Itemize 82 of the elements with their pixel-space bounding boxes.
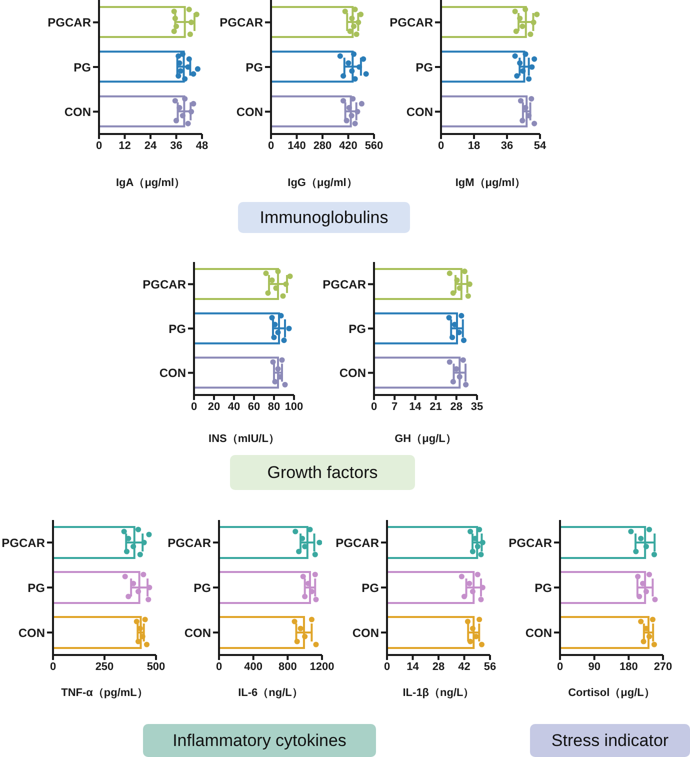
y-tick-label: PG — [194, 580, 211, 595]
y-tick-label: PG — [28, 580, 45, 595]
x-tick-label: 800 — [278, 660, 297, 673]
y-tick-label: PG — [348, 322, 366, 336]
x-tick-label: 400 — [244, 660, 263, 673]
x-tick-label: 280 — [313, 140, 332, 152]
x-tick-label: 180 — [619, 660, 638, 673]
x-tick-label: 270 — [654, 660, 672, 673]
y-tick-label: CON — [525, 626, 552, 640]
y-tick-label: PGCAR — [322, 277, 366, 292]
x-tick-label: 18 — [468, 140, 480, 152]
x-tick-label: 14 — [409, 400, 422, 413]
x-axis-title: IgG（μg/ml） — [286, 176, 358, 190]
x-tick-label: 0 — [370, 400, 378, 413]
x-tick-label: 0 — [50, 660, 56, 673]
x-tick-label: 48 — [196, 140, 208, 152]
y-tick-label: PGCAR — [220, 16, 264, 30]
text: Immunoglobulins — [238, 202, 410, 233]
y-tick-label: CON — [64, 104, 91, 119]
text: Growth factors — [230, 455, 415, 490]
x-tick-label: 0 — [268, 140, 274, 152]
y-tick-label: CON — [236, 104, 263, 119]
x-tick-label: 56 — [484, 660, 496, 673]
x-axis-title: IL-1β（ng/L） — [402, 686, 476, 700]
x-tick-label: 40 — [228, 400, 240, 413]
y-tick-label: CON — [184, 626, 211, 640]
x-tick-label: 560 — [364, 140, 384, 152]
y-tick-label: PGCAR — [168, 536, 212, 550]
x-tick-label: 12 — [118, 140, 131, 152]
y-tick-label: PGCAR — [142, 277, 186, 292]
y-tick-label: PG — [534, 580, 552, 595]
x-tick-label: 42 — [458, 660, 470, 673]
y-tick-label: PGCAR — [508, 536, 552, 550]
x-tick-label: 90 — [588, 660, 600, 673]
y-tick-label: PGCAR — [390, 16, 434, 30]
y-tick-label: PGCAR — [2, 536, 46, 550]
y-tick-label: PGCAR — [336, 536, 380, 550]
x-tick-label: 7 — [392, 400, 398, 413]
x-axis-title: INS（mIU/L） — [208, 432, 280, 446]
y-tick-label: CON — [406, 104, 433, 119]
y-tick-label: CON — [18, 626, 45, 640]
y-tick-label: PG — [74, 60, 91, 74]
text: Stress indicator — [530, 724, 690, 757]
x-tick-label: 28 — [450, 400, 463, 413]
x-tick-label: 80 — [268, 400, 280, 413]
x-tick-label: 0 — [190, 400, 198, 413]
x-axis-title: GH（μg/L） — [394, 432, 458, 446]
y-tick-label: PGCAR — [48, 16, 92, 30]
x-tick-label: 140 — [288, 140, 306, 152]
x-tick-label: 20 — [208, 400, 220, 413]
y-tick-label: CON — [352, 626, 379, 640]
x-tick-label: 0 — [556, 660, 564, 673]
x-tick-label: 14 — [406, 660, 420, 673]
x-tick-label: 500 — [146, 660, 166, 673]
x-axis-title: IL-6（ng/L） — [237, 686, 304, 700]
y-tick-label: PG — [362, 580, 379, 595]
x-tick-label: 60 — [248, 400, 260, 413]
x-tick-label: 1200 — [310, 660, 334, 673]
x-tick-label: 28 — [432, 660, 445, 673]
y-tick-label: CON — [339, 366, 366, 380]
x-tick-label: 35 — [470, 400, 484, 413]
x-tick-label: 250 — [95, 660, 114, 673]
x-tick-label: 54 — [534, 140, 547, 152]
y-tick-label: PG — [416, 60, 433, 74]
x-tick-label: 36 — [500, 140, 514, 152]
x-tick-label: 0 — [438, 140, 444, 152]
x-tick-label: 420 — [339, 140, 358, 152]
y-tick-label: PG — [246, 60, 263, 74]
x-axis-title: TNF-α（pg/mL） — [60, 686, 149, 700]
text: Inflammatory cytokines — [143, 724, 376, 757]
y-tick-label: PG — [168, 322, 186, 336]
x-axis-title: Cortisol（μg/L） — [567, 686, 656, 700]
x-tick-label: 0 — [384, 660, 390, 673]
x-tick-label: 21 — [430, 400, 442, 413]
x-tick-label: 100 — [284, 400, 304, 413]
x-tick-label: 0 — [96, 140, 102, 152]
x-tick-label: 36 — [170, 140, 182, 152]
y-tick-label: CON — [159, 366, 186, 380]
x-axis-title: IgM（μg/ml） — [454, 176, 527, 190]
x-tick-label: 24 — [144, 140, 158, 152]
x-axis-title: IgA（μg/ml） — [114, 176, 186, 190]
x-tick-label: 0 — [216, 660, 222, 673]
